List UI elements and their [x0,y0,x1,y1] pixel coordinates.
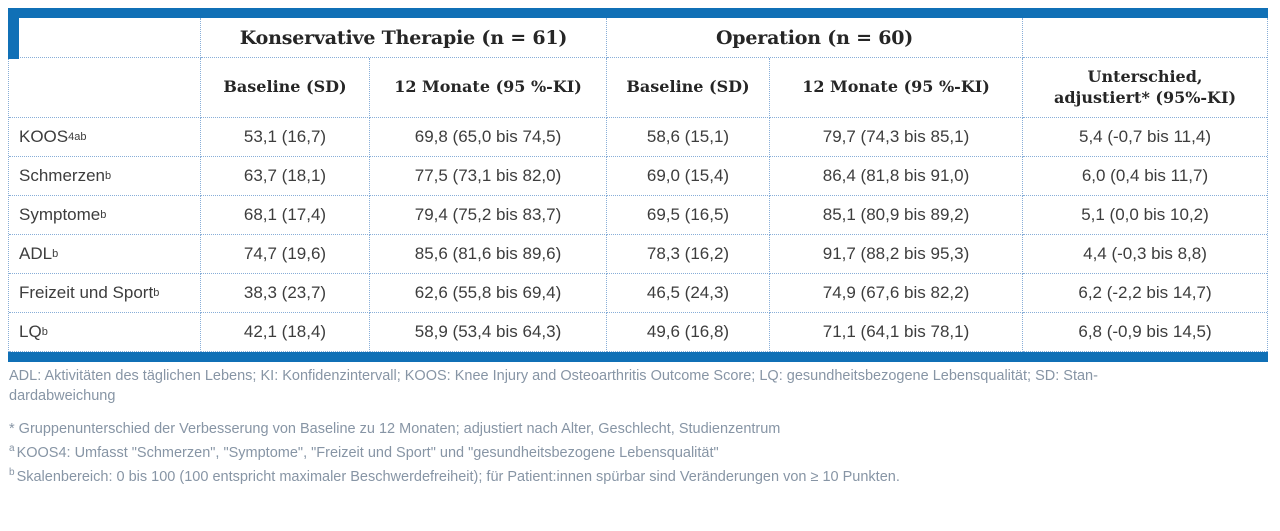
row-label-adl: ADL b [9,235,201,274]
col-header-op-baseline: Baseline (SD) [607,58,770,118]
cell-kons-baseline: 63,7 (18,1) [201,157,370,196]
cell-kons-12m: 77,5 (73,1 bis 82,0) [370,157,607,196]
table-grid: Konservative Therapie (n = 61) Operation… [8,18,1268,352]
footnote-a: a KOOS4: Umfasst "Schmerzen", "Symptome",… [9,439,1271,463]
group-header-operation: Operation (n = 60) [607,18,1023,58]
row-label-lq: LQ b [9,313,201,352]
cell-kons-12m: 58,9 (53,4 bis 64,3) [370,313,607,352]
corner-cell-right [1023,18,1267,58]
empty-header-cell [9,58,201,118]
cell-difference: 5,1 (0,0 bis 10,2) [1023,196,1267,235]
row-label-koos4: KOOS 4 ab [9,118,201,157]
cell-op-baseline: 58,6 (15,1) [607,118,770,157]
cell-kons-baseline: 74,7 (19,6) [201,235,370,274]
cell-kons-12m: 69,8 (65,0 bis 74,5) [370,118,607,157]
col-header-kons-baseline: Baseline (SD) [201,58,370,118]
footnote-abbreviations-line2: dardabweichung [9,388,116,404]
footnote-abbreviations-line1: ADL: Aktivitäten des täglichen Lebens; K… [9,368,1098,384]
footnote-a-text: KOOS4: Umfasst "Schmerzen", "Symptome", … [16,444,719,461]
col-header-difference: Unterschied, adjustiert* (95%-KI) [1023,58,1267,118]
row-label-freizeit-und-sport: Freizeit und Sport b [9,274,201,313]
group-header-konservative: Konservative Therapie (n = 61) [201,18,607,58]
footnotes: ADL: Aktivitäten des täglichen Lebens; K… [9,366,1271,487]
accent-bottom-stripe [8,352,1268,362]
cell-kons-12m: 79,4 (75,2 bis 83,7) [370,196,607,235]
cell-op-12m: 91,7 (88,2 bis 95,3) [770,235,1023,274]
cell-difference: 6,8 (-0,9 bis 14,5) [1023,313,1267,352]
cell-op-baseline: 46,5 (24,3) [607,274,770,313]
cell-difference: 4,4 (-0,3 bis 8,8) [1023,235,1267,274]
accent-left-stripe [8,8,19,59]
row-label-schmerzen: Schmerzen b [9,157,201,196]
row-label-symptome: Symptome b [9,196,201,235]
cell-op-baseline: 78,3 (16,2) [607,235,770,274]
data-table: Konservative Therapie (n = 61) Operation… [8,8,1268,362]
footnote-b-text: Skalenbereich: 0 bis 100 (100 entspricht… [16,468,900,485]
cell-difference: 5,4 (-0,7 bis 11,4) [1023,118,1267,157]
footnote-star: * Gruppenunterschied der Verbesserung vo… [9,421,781,437]
corner-cell-left [9,18,201,58]
cell-op-baseline: 69,5 (16,5) [607,196,770,235]
cell-op-baseline: 69,0 (15,4) [607,157,770,196]
cell-kons-baseline: 42,1 (18,4) [201,313,370,352]
cell-op-baseline: 49,6 (16,8) [607,313,770,352]
cell-op-12m: 74,9 (67,6 bis 82,2) [770,274,1023,313]
cell-kons-baseline: 53,1 (16,7) [201,118,370,157]
col-header-op-12m: 12 Monate (95 %-KI) [770,58,1023,118]
cell-op-12m: 86,4 (81,8 bis 91,0) [770,157,1023,196]
cell-op-12m: 71,1 (64,1 bis 78,1) [770,313,1023,352]
cell-difference: 6,2 (-2,2 bis 14,7) [1023,274,1267,313]
accent-top-stripe [8,8,1268,18]
footnote-a-marker: a [9,443,15,454]
cell-kons-12m: 62,6 (55,8 bis 69,4) [370,274,607,313]
footnote-abbreviations: ADL: Aktivitäten des täglichen Lebens; K… [9,366,1271,406]
cell-kons-12m: 85,6 (81,6 bis 89,6) [370,235,607,274]
footnote-b-marker: b [9,466,15,478]
cell-difference: 6,0 (0,4 bis 11,7) [1023,157,1267,196]
footnote-b: b Skalenbereich: 0 bis 100 (100 entsprich… [9,463,1271,487]
cell-kons-baseline: 38,3 (23,7) [201,274,370,313]
col-header-kons-12m: 12 Monate (95 %-KI) [370,58,607,118]
col-header-difference-line1: Unterschied, [1087,66,1203,86]
cell-op-12m: 79,7 (74,3 bis 85,1) [770,118,1023,157]
cell-op-12m: 85,1 (80,9 bis 89,2) [770,196,1023,235]
col-header-difference-line2: adjustiert* (95%-KI) [1053,87,1237,107]
cell-kons-baseline: 68,1 (17,4) [201,196,370,235]
